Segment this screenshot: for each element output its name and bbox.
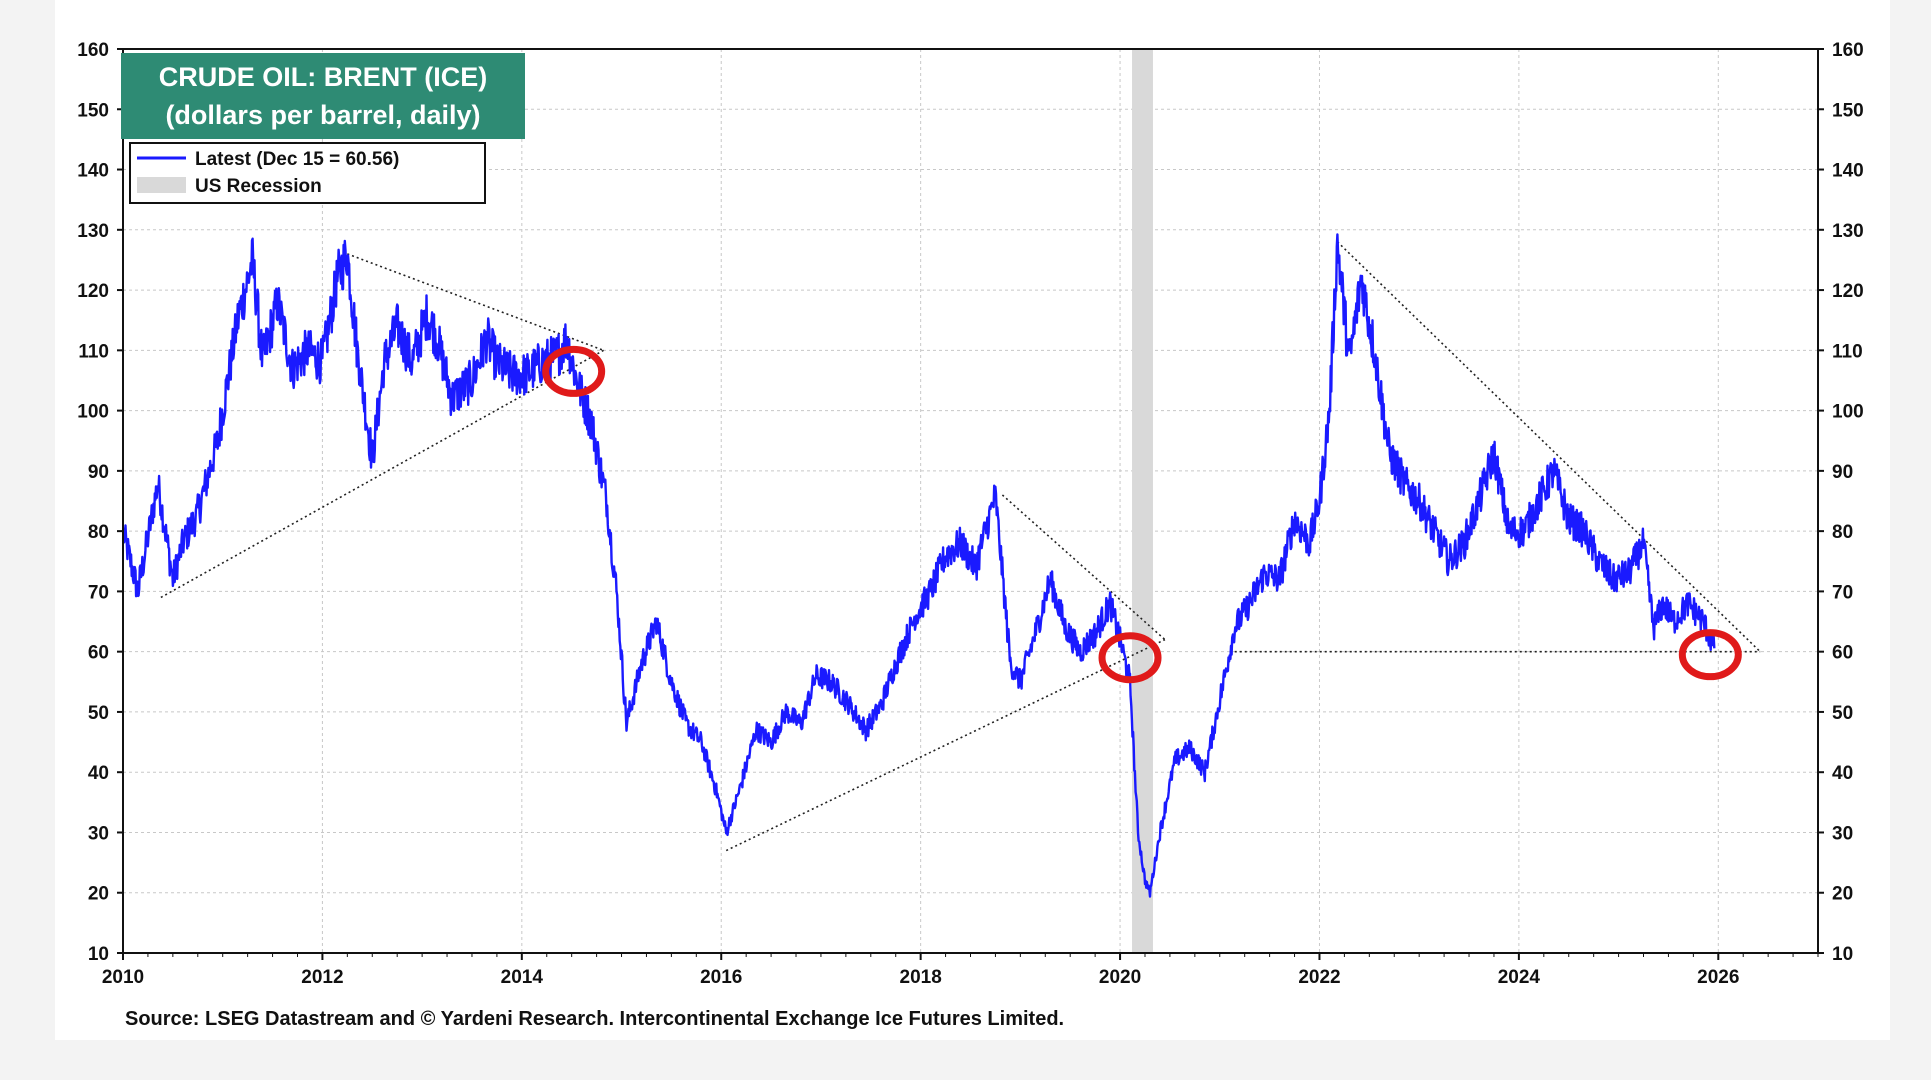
x-tick-label: 2010	[102, 967, 144, 988]
chart-subtitle: (dollars per barrel, daily)	[165, 100, 480, 130]
y-tick-label-left: 30	[88, 823, 109, 844]
highlight-circle	[542, 345, 606, 397]
y-tick-label-right: 140	[1832, 161, 1864, 182]
y-tick-label-right: 10	[1832, 944, 1853, 965]
x-tick-label: 2014	[501, 967, 544, 988]
y-tick-label-right: 130	[1832, 221, 1864, 242]
y-tick-label-left: 10	[88, 944, 109, 965]
x-tick-label: 2012	[301, 967, 343, 988]
brent-price-line	[121, 233, 1716, 898]
y-tick-label-right: 80	[1832, 522, 1853, 543]
highlight-circle	[1678, 629, 1742, 681]
y-tick-label-right: 40	[1832, 763, 1853, 784]
y-tick-label-left: 150	[77, 100, 109, 121]
y-tick-label-right: 150	[1832, 100, 1864, 121]
x-tick-label: 2016	[700, 967, 742, 988]
highlight-circles	[542, 345, 1742, 684]
recession-band	[1132, 49, 1153, 953]
legend-recession-label: US Recession	[195, 176, 322, 197]
x-tick-label: 2026	[1697, 967, 1739, 988]
trendlines	[160, 241, 1761, 852]
y-tick-label-left: 70	[88, 582, 109, 603]
highlight-circle	[1098, 632, 1162, 684]
title-box: CRUDE OIL: BRENT (ICE) (dollars per barr…	[121, 53, 525, 139]
gridlines	[122, 48, 1818, 954]
y-tick-label-left: 130	[77, 221, 109, 242]
legend-latest-label: Latest (Dec 15 = 60.56)	[195, 149, 399, 170]
legend-box	[129, 142, 486, 204]
trendline	[1001, 494, 1166, 641]
y-tick-label-right: 70	[1832, 582, 1853, 603]
y-tick-label-right: 60	[1832, 643, 1853, 664]
y-tick-label-right: 90	[1832, 462, 1853, 483]
legend-recession-swatch	[137, 177, 186, 193]
y-tick-label-left: 140	[77, 161, 109, 182]
source-note: Source: LSEG Datastream and © Yardeni Re…	[125, 1008, 1064, 1030]
y-tick-label-right: 50	[1832, 703, 1853, 724]
y-axis-right: 10 20 30 40 50 60 70 80 90 100 110 120 130 140 150 160	[1818, 40, 1864, 965]
y-tick-label-left: 100	[77, 402, 109, 423]
y-tick-label-right: 100	[1832, 402, 1864, 423]
x-tick-label: 2022	[1298, 967, 1340, 988]
y-tick-label-left: 60	[88, 643, 109, 664]
y-tick-label-left: 40	[88, 763, 109, 784]
x-tick-label: 2020	[1099, 967, 1141, 988]
y-tick-label-left: 120	[77, 281, 109, 302]
x-tick-label: 2024	[1498, 967, 1541, 988]
y-axis-left: 10 20 30 40 50 60 70 80 90 100 110 120 130 140 150 160	[77, 40, 123, 965]
y-tick-label-left: 90	[88, 462, 109, 483]
x-tick-label: 2018	[900, 967, 942, 988]
y-tick-label-right: 30	[1832, 823, 1853, 844]
trendline	[1336, 241, 1761, 653]
y-tick-label-left: 80	[88, 522, 109, 543]
x-axis: 2010 2012 2014 2016 2018 2020 2022 2024 2026	[102, 953, 1819, 988]
y-tick-label-left: 50	[88, 703, 109, 724]
title-box-bg	[121, 53, 525, 139]
y-tick-label-left: 160	[77, 40, 109, 61]
trendline	[725, 638, 1166, 852]
y-tick-label-left: 110	[78, 341, 109, 362]
legend: Latest (Dec 15 = 60.56) US Recession	[129, 142, 486, 204]
trendline	[347, 253, 604, 352]
y-tick-label-left: 20	[88, 884, 109, 905]
y-tick-label-right: 160	[1832, 40, 1864, 61]
y-tick-label-right: 20	[1832, 884, 1853, 905]
chart-title: CRUDE OIL: BRENT (ICE)	[159, 62, 487, 92]
y-tick-label-right: 110	[1832, 341, 1863, 362]
y-tick-label-right: 120	[1832, 281, 1864, 302]
